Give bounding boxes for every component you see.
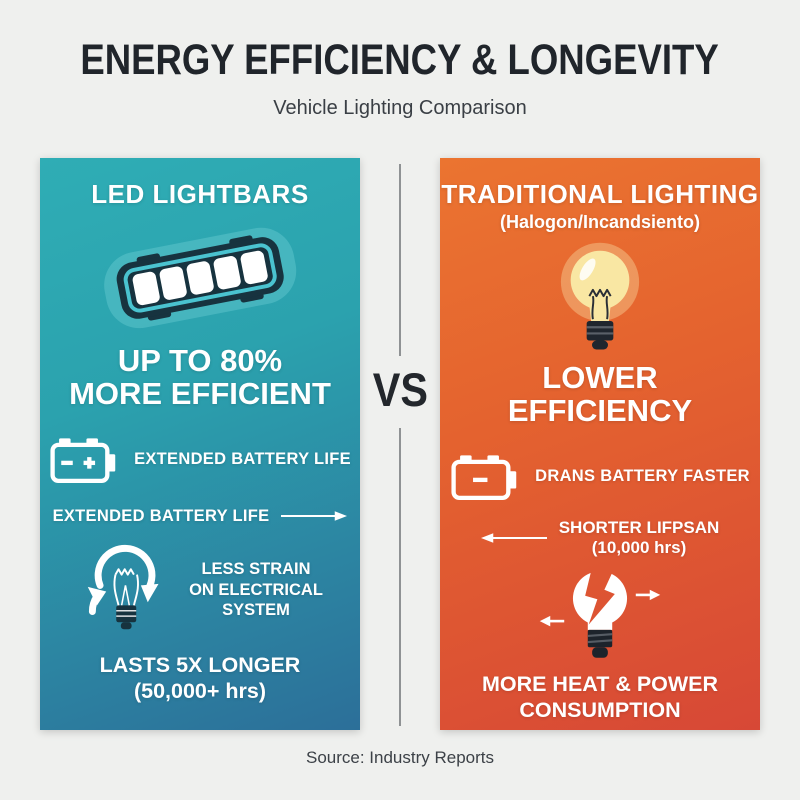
vs-label: VS — [372, 363, 428, 416]
traditional-lifespan-row: SHORTER LIFPSAN (10,000 hrs) — [480, 517, 720, 559]
page-subtitle: Vehicle Lighting Comparison — [273, 97, 527, 119]
led-headline: UP TO 80% MORE EFFICIENT — [69, 343, 331, 412]
led-panel-title: LED LIGHTBARS — [91, 179, 309, 209]
led-footer: LASTS 5X LONGER (50,000+ hrs) — [99, 652, 301, 704]
bulb-recycle-arrows-icon — [87, 544, 159, 630]
broken-bulb-icon — [539, 571, 661, 658]
car-battery-icon — [451, 455, 517, 500]
vertical-divider-top — [399, 164, 401, 356]
led-battery-label: EXTENDED BATTERY LIFE — [134, 450, 351, 469]
traditional-panel-title: TRADITIONAL LIGHTING — [441, 179, 759, 209]
led-battery-row: EXTENDED BATTERY LIFE — [49, 435, 351, 485]
page-title: ENERGY EFFICIENCY & LONGEVITY — [80, 36, 720, 84]
led-panel: LED LIGHTBARS UP TO 80% MORE EFFICIENT — [40, 158, 360, 730]
vertical-divider-bottom — [399, 428, 401, 726]
traditional-headline: LOWER EFFICIENCY — [507, 360, 693, 429]
traditional-panel-subtitle: (Halogon/Incandsiento) — [500, 212, 700, 232]
source-note: Source: Industry Reports — [305, 748, 495, 767]
traditional-battery-label: DRANS BATTERY FASTER — [535, 467, 750, 486]
arrow-left-icon — [480, 533, 547, 544]
led-lightbar-icon — [104, 227, 297, 329]
arrow-right-icon — [281, 511, 348, 522]
car-battery-icon — [50, 438, 116, 483]
traditional-battery-row: DRANS BATTERY FASTER — [450, 452, 750, 502]
led-strain-label: LESS STRAIN ON ELECTRICAL SYSTEM — [189, 560, 323, 620]
traditional-lifespan-label: SHORTER LIFPSAN (10,000 hrs) — [558, 517, 720, 558]
traditional-footer: MORE HEAT & POWER CONSUMPTION — [481, 671, 719, 722]
led-lifespan-label: EXTENDED BATTERY LIFE — [52, 506, 270, 525]
traditional-panel: TRADITIONAL LIGHTING (Halogon/Incandsien… — [440, 158, 760, 730]
led-lifespan-row: EXTENDED BATTERY LIFE — [53, 507, 348, 526]
glowing-bulb-icon — [560, 242, 640, 350]
led-strain-row: LESS STRAIN ON ELECTRICAL SYSTEM — [77, 540, 323, 640]
